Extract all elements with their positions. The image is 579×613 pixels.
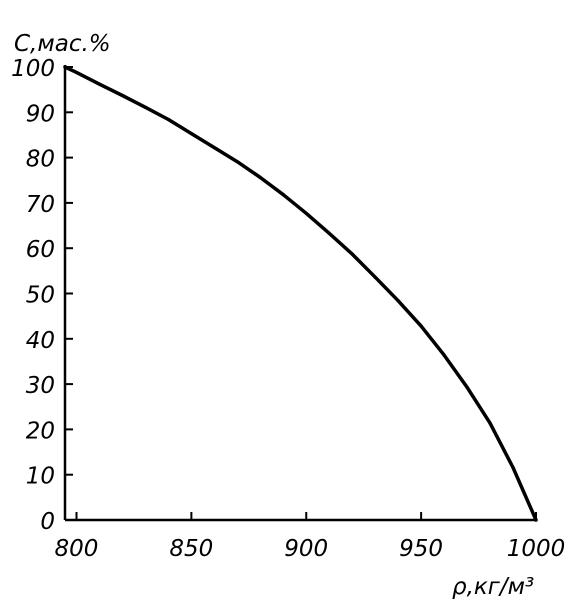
y-tick-label: 20 xyxy=(26,418,55,444)
y-tick-label: 70 xyxy=(26,192,55,218)
data-point xyxy=(534,518,538,522)
data-point xyxy=(166,117,170,122)
data-point xyxy=(396,299,400,303)
y-tick-label: 10 xyxy=(26,464,55,490)
y-tick-label: 50 xyxy=(26,283,55,309)
x-tick-label: 950 xyxy=(399,536,443,562)
data-point xyxy=(74,70,79,74)
x-tick-label: 900 xyxy=(284,536,328,562)
y-tick-label: 100 xyxy=(11,56,55,82)
data-point xyxy=(281,193,285,197)
data-point xyxy=(488,421,492,425)
data-point xyxy=(143,105,147,109)
x-axis-title: ρ,кг/м³ xyxy=(452,574,534,600)
data-point xyxy=(304,211,308,215)
y-tick-label: 0 xyxy=(40,509,55,535)
data-point xyxy=(419,324,423,328)
data-point xyxy=(189,132,193,136)
x-tick-label: 800 xyxy=(55,536,99,562)
data-point xyxy=(465,385,469,389)
y-tick-label: 80 xyxy=(26,147,55,173)
data-point xyxy=(120,93,124,98)
data-point xyxy=(511,465,515,470)
x-tick-label: 850 xyxy=(169,536,213,562)
y-tick-label: 90 xyxy=(26,101,55,127)
data-point xyxy=(327,231,331,235)
data-point xyxy=(212,146,216,150)
y-tick-label: 60 xyxy=(26,237,55,263)
data-point xyxy=(350,252,354,256)
data-point xyxy=(258,175,262,180)
data-point xyxy=(373,275,377,279)
data-point xyxy=(97,82,102,86)
x-tick-label: 1000 xyxy=(507,536,566,562)
data-point xyxy=(442,353,446,357)
data-point xyxy=(63,65,67,69)
series-line xyxy=(63,65,538,522)
y-axis-title: C,мас.% xyxy=(14,31,111,57)
y-tick-label: 40 xyxy=(26,328,55,354)
y-tick-label: 30 xyxy=(26,373,55,399)
data-point xyxy=(235,160,239,164)
